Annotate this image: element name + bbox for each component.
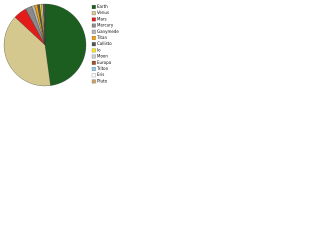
legend-label: Europa bbox=[97, 60, 112, 65]
legend-label: Venus bbox=[97, 10, 109, 15]
legend-label: Ganymede bbox=[97, 29, 119, 34]
legend-label: Earth bbox=[97, 4, 108, 9]
legend-label: Mercury bbox=[97, 23, 114, 28]
legend-label: Titan bbox=[96, 35, 107, 40]
legend-swatch bbox=[91, 42, 96, 47]
legend-swatch bbox=[91, 23, 96, 28]
legend-label: Triton bbox=[96, 66, 109, 71]
legend-label: Eris bbox=[97, 72, 104, 77]
legend-swatch bbox=[91, 11, 96, 16]
legend-swatch bbox=[91, 73, 96, 78]
legend-swatch bbox=[91, 17, 96, 22]
legend-label: Mars bbox=[97, 16, 107, 21]
legend-swatch bbox=[91, 48, 96, 53]
legend-label: Callisto bbox=[97, 41, 112, 46]
legend-label: Io bbox=[97, 47, 101, 52]
legend-swatch bbox=[91, 67, 96, 71]
legend-swatch bbox=[91, 60, 96, 65]
legend-swatch bbox=[91, 29, 96, 34]
legend-swatch bbox=[91, 54, 96, 59]
pie-slice bbox=[3, 16, 51, 87]
legend-swatch bbox=[91, 36, 96, 40]
legend-label: Pluto bbox=[97, 78, 108, 83]
legend-swatch bbox=[91, 79, 96, 84]
legend-swatch bbox=[91, 5, 96, 9]
pie-slice bbox=[44, 3, 87, 86]
legend-label: Moon bbox=[97, 54, 108, 59]
